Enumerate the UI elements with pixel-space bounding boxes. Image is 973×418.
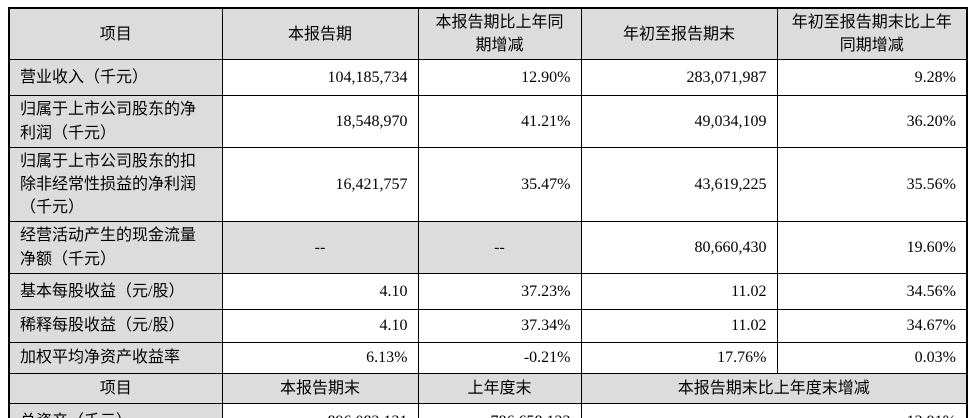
table-cell: 37.34%: [417, 308, 582, 343]
table-cell: 19.60%: [776, 221, 968, 274]
table-cell: 9.28%: [776, 59, 968, 97]
table-cell: 4.10: [221, 272, 419, 310]
table-cell: 37.23%: [417, 272, 582, 310]
header-cell-end-of-period: 本报告期末: [221, 372, 419, 404]
table-cell: 35.47%: [417, 146, 582, 223]
table-row-diluted-eps: 稀释每股收益（元/股） 4.10 37.34% 11.02 34.67%: [8, 308, 968, 343]
table-cell: 786,658,123: [417, 402, 582, 418]
table-row-total-assets: 总资产（千元） 896,082,131 786,658,123 13.91%: [8, 402, 968, 418]
table-cell: 12.90%: [417, 59, 582, 97]
table-cell: 34.56%: [776, 272, 968, 310]
row-label: 归属于上市公司股东的净利润（千元）: [8, 95, 223, 148]
table-cell: 104,185,734: [221, 59, 419, 97]
table-cell: 34.67%: [776, 308, 968, 343]
header-cell-item-2: 项目: [8, 372, 223, 404]
table-cell: 6.13%: [221, 341, 419, 374]
table-header-row-2: 项目 本报告期末 上年度末 本报告期末比上年度末增减: [8, 372, 968, 404]
header-cell-end-of-last-year: 上年度末: [417, 372, 582, 404]
header-cell-current-period: 本报告期: [221, 7, 419, 61]
table-cell: 13.91%: [580, 402, 968, 418]
header-cell-item: 项目: [8, 7, 223, 61]
table-cell: 16,421,757: [221, 146, 419, 223]
table-row-operating-cash-flow: 经营活动产生的现金流量净额（千元） -- -- 80,660,430 19.60…: [8, 221, 968, 274]
table-cell: 11.02: [580, 272, 778, 310]
table-header-row: 项目 本报告期 本报告期比上年同期增减 年初至报告期末 年初至报告期末比上年同期…: [8, 7, 968, 61]
table-cell: 283,071,987: [580, 59, 778, 97]
table-cell: 896,082,131: [221, 402, 419, 418]
table-cell: -0.21%: [417, 341, 582, 374]
table-cell: 49,034,109: [580, 95, 778, 148]
row-label: 归属于上市公司股东的扣除非经常性损益的净利润（千元）: [8, 146, 223, 223]
table-cell: 11.02: [580, 308, 778, 343]
row-label: 加权平均净资产收益率: [8, 341, 223, 374]
row-label: 总资产（千元）: [8, 402, 223, 418]
table-cell: 43,619,225: [580, 146, 778, 223]
table-cell: 4.10: [221, 308, 419, 343]
table-row-basic-eps: 基本每股收益（元/股） 4.10 37.23% 11.02 34.56%: [8, 272, 968, 310]
table-cell: 80,660,430: [580, 221, 778, 274]
table-row-net-profit-excl-nonrecurring: 归属于上市公司股东的扣除非经常性损益的净利润（千元） 16,421,757 35…: [8, 146, 968, 223]
table-cell: 36.20%: [776, 95, 968, 148]
header-cell-period-vs-lastyear-change: 本报告期末比上年度末增减: [580, 372, 968, 404]
table-cell: 17.76%: [580, 341, 778, 374]
row-label: 基本每股收益（元/股）: [8, 272, 223, 310]
table-cell: 35.56%: [776, 146, 968, 223]
table-row-revenue: 营业收入（千元） 104,185,734 12.90% 283,071,987 …: [8, 59, 968, 97]
table-cell: 18,548,970: [221, 95, 419, 148]
table-cell: 0.03%: [776, 341, 968, 374]
table-cell: 41.21%: [417, 95, 582, 148]
row-label: 稀释每股收益（元/股）: [8, 308, 223, 343]
table-row-weighted-avg-roe: 加权平均净资产收益率 6.13% -0.21% 17.76% 0.03%: [8, 341, 968, 374]
header-cell-yoy-change: 本报告期比上年同期增减: [417, 7, 582, 61]
header-cell-ytd: 年初至报告期末: [580, 7, 778, 61]
table-cell-na: --: [221, 221, 419, 274]
row-label: 经营活动产生的现金流量净额（千元）: [8, 221, 223, 274]
financial-summary-table: 项目 本报告期 本报告期比上年同期增减 年初至报告期末 年初至报告期末比上年同期…: [8, 7, 968, 418]
header-cell-ytd-yoy-change: 年初至报告期末比上年同期增减: [776, 7, 968, 61]
row-label: 营业收入（千元）: [8, 59, 223, 97]
table-cell-na: --: [417, 221, 582, 274]
table-row-net-profit: 归属于上市公司股东的净利润（千元） 18,548,970 41.21% 49,0…: [8, 95, 968, 148]
